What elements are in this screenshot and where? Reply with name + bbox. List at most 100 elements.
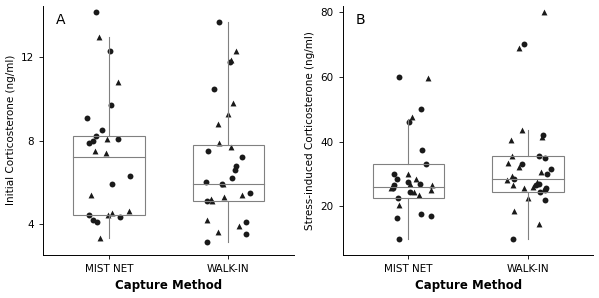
Point [237, 155, 247, 160]
Point [519, 42, 529, 47]
Point [528, 184, 537, 189]
Point [404, 180, 413, 184]
Point [409, 189, 419, 194]
Point [231, 163, 241, 168]
Point [535, 189, 544, 194]
Bar [492, 156, 564, 192]
Bar [192, 145, 264, 201]
Point [394, 202, 404, 207]
Point [91, 134, 101, 139]
Point [103, 213, 113, 218]
Point [91, 10, 101, 14]
Point [203, 149, 213, 153]
Point [426, 188, 436, 193]
Point [510, 209, 519, 214]
Point [98, 128, 107, 133]
Point [230, 167, 240, 172]
Point [414, 193, 423, 197]
Point [508, 236, 518, 241]
Point [245, 190, 255, 195]
Point [426, 214, 435, 218]
Point [237, 192, 247, 197]
Point [537, 170, 546, 175]
Point [393, 176, 403, 181]
Point [219, 182, 228, 187]
Point [102, 136, 112, 141]
Y-axis label: Stress-induced Corticosterone (ng/ml): Stress-induced Corticosterone (ng/ml) [305, 31, 315, 230]
Point [507, 173, 516, 178]
Point [406, 181, 415, 186]
Point [95, 34, 104, 39]
Point [534, 154, 544, 159]
X-axis label: Capture Method: Capture Method [115, 280, 222, 292]
Point [394, 196, 403, 201]
Point [541, 198, 550, 202]
Point [534, 222, 543, 226]
Point [427, 183, 437, 188]
Point [395, 74, 404, 79]
Point [202, 217, 212, 222]
Point [107, 211, 117, 216]
Point [515, 45, 524, 50]
Point [519, 186, 528, 191]
Point [234, 224, 244, 228]
Point [231, 49, 240, 54]
Point [207, 196, 216, 201]
Point [105, 49, 115, 54]
Point [423, 76, 433, 81]
Point [386, 186, 396, 191]
Point [214, 230, 223, 235]
Point [226, 57, 235, 62]
Point [418, 147, 427, 152]
Point [503, 160, 513, 165]
Point [90, 149, 100, 153]
Point [507, 154, 517, 159]
Point [227, 176, 237, 180]
Point [241, 219, 250, 224]
Point [107, 182, 117, 187]
Point [416, 107, 426, 111]
Text: A: A [56, 13, 65, 27]
Point [113, 136, 123, 141]
Point [540, 188, 550, 193]
Point [83, 115, 92, 120]
Point [102, 151, 111, 156]
X-axis label: Capture Method: Capture Method [415, 280, 522, 292]
Point [540, 10, 549, 14]
Point [95, 236, 105, 240]
Y-axis label: Initial Corticosterone (ng/ml): Initial Corticosterone (ng/ml) [5, 55, 16, 205]
Point [546, 167, 555, 171]
Point [202, 198, 212, 203]
Point [403, 172, 413, 176]
Point [207, 198, 216, 203]
Point [508, 183, 518, 188]
Point [537, 134, 547, 139]
Point [541, 186, 551, 191]
Point [389, 172, 398, 176]
Point [88, 217, 98, 222]
Point [84, 213, 93, 218]
Point [406, 189, 415, 194]
Point [503, 178, 512, 183]
Point [225, 59, 235, 64]
Point [524, 196, 533, 201]
Point [393, 215, 403, 220]
Point [115, 215, 125, 220]
Point [213, 122, 223, 126]
Point [214, 20, 223, 24]
Point [541, 172, 551, 176]
Point [534, 181, 544, 186]
Point [389, 183, 399, 188]
Bar [73, 136, 145, 215]
Point [514, 165, 524, 170]
Point [404, 120, 414, 125]
Point [202, 240, 211, 245]
Point [538, 133, 547, 137]
Point [125, 173, 135, 178]
Point [241, 232, 251, 237]
Point [506, 138, 516, 142]
Point [86, 192, 96, 197]
Point [228, 101, 238, 105]
Point [214, 140, 223, 145]
Point [509, 176, 519, 181]
